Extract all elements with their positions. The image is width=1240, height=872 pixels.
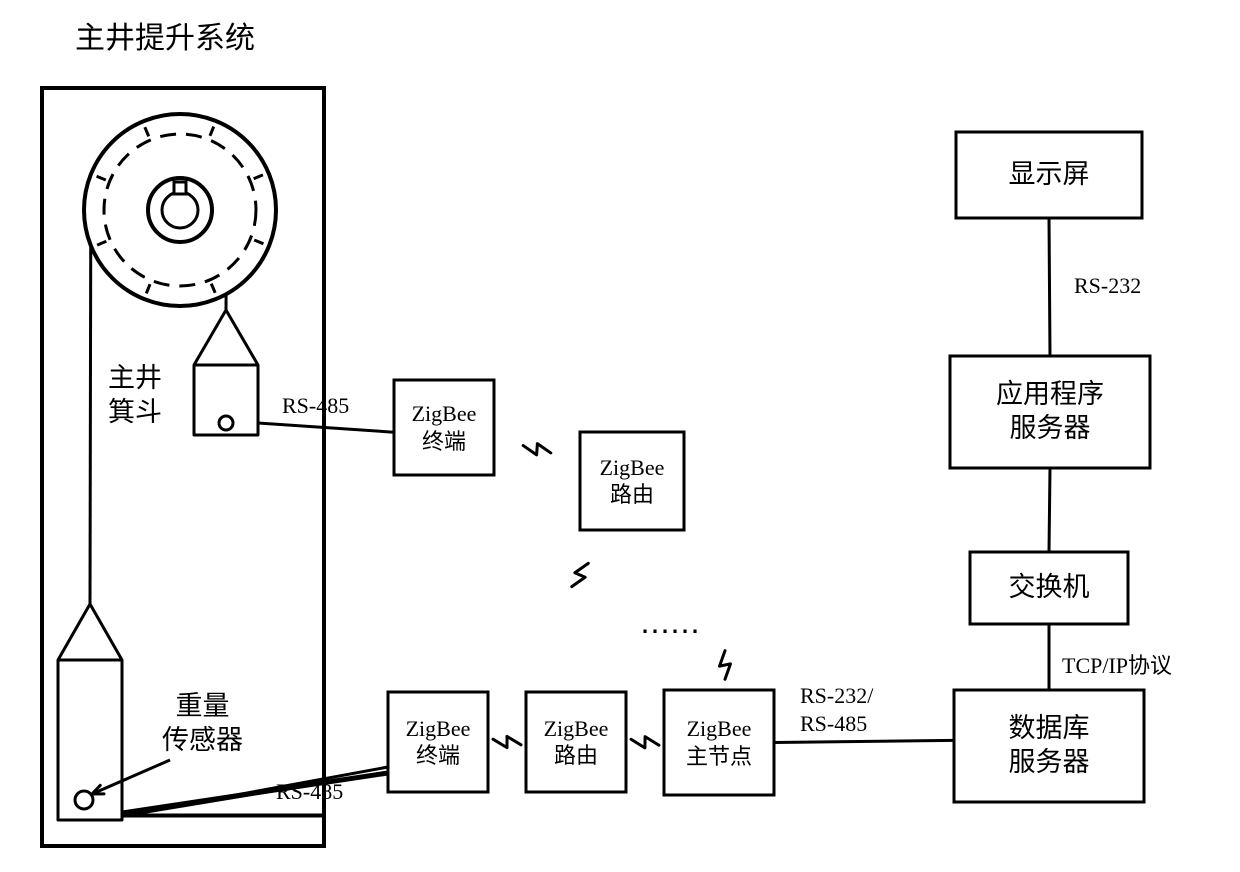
database-server: 数据库 服务器 bbox=[954, 690, 1144, 802]
zigbee-router-1: ZigBee 路由 bbox=[580, 432, 684, 530]
rs232-485-label: RS-232/ RS-485 bbox=[800, 682, 873, 737]
wireless-icon bbox=[720, 651, 731, 680]
zigbee-terminal-1: ZigBee 终端 bbox=[394, 380, 494, 475]
app-server: 应用程序 服务器 bbox=[950, 356, 1150, 468]
ellipsis: ‥‥‥ bbox=[640, 605, 700, 643]
rs232-label: RS-232 bbox=[1074, 272, 1141, 300]
zigbee-terminal-2: ZigBee 终端 bbox=[388, 692, 488, 792]
wireless-icon bbox=[631, 737, 659, 748]
rs485-label-1: RS-485 bbox=[282, 392, 349, 420]
wireless-icon bbox=[523, 444, 551, 455]
tcpip-label: TCP/IP协议 bbox=[1062, 652, 1172, 680]
wireless-icon bbox=[572, 563, 588, 586]
pulley-dashed bbox=[104, 134, 256, 286]
wireless-icon bbox=[493, 736, 521, 747]
rs485-label-2: RS-485 bbox=[276, 778, 343, 806]
display-box: 显示屏 bbox=[956, 132, 1142, 218]
zigbee-main-node: ZigBee 主节点 bbox=[664, 690, 774, 795]
pulley-outer bbox=[84, 114, 276, 306]
pulley-hub-inner bbox=[162, 192, 198, 228]
zigbee-router-2: ZigBee 路由 bbox=[526, 692, 626, 792]
skip-label: 主井 箕斗 bbox=[108, 362, 162, 430]
diagram-title: 主井提升系统 bbox=[75, 20, 255, 58]
switch-box: 交换机 bbox=[970, 552, 1128, 624]
weight-sensor-label: 重量 传感器 bbox=[162, 690, 243, 758]
